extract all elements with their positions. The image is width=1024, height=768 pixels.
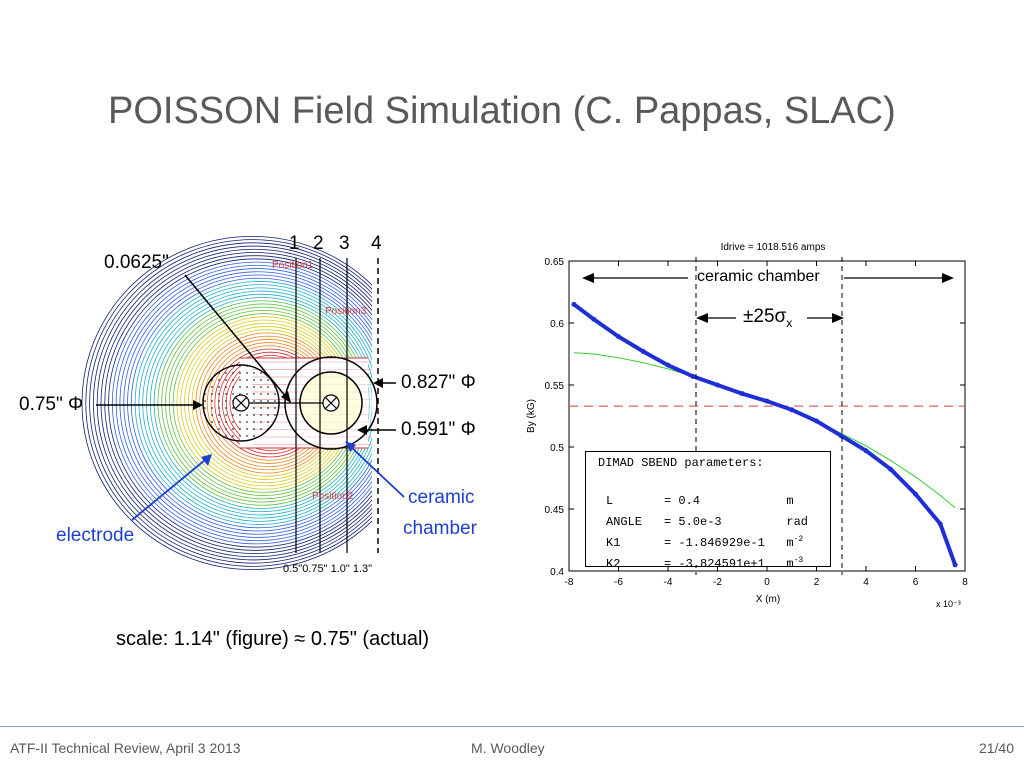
dimad-parameter-box: DIMAD SBEND parameters: L = 0.4 m ANGLE = 5.…	[585, 451, 831, 571]
distance-label: 0.5"	[283, 563, 303, 575]
ceramic-arrow	[351, 447, 405, 498]
thickness-label: 0.0625"	[104, 252, 169, 273]
x-tick-label: 2	[814, 577, 820, 588]
electrode-diameter-label: 0.75" Φ	[19, 394, 84, 415]
sigma-annotation: ±25σx	[743, 306, 792, 330]
by-vs-x-chart: Idrive = 1018.516 amps -8 -6 -4 -2 0 2 4 6 8 0.4 0…	[526, 242, 969, 609]
param-unit-exponent: -3	[793, 556, 804, 565]
position-number-3: 3	[339, 233, 350, 254]
y-tick-label: 0.65	[545, 257, 565, 268]
ceramic-label-line2: chamber	[403, 518, 477, 539]
x-tick-label: 4	[863, 577, 869, 588]
param-value: -3.824591e+1	[678, 557, 765, 571]
footer-author: M. Woodley	[471, 740, 545, 756]
plot-label-position3: Position3	[325, 306, 367, 317]
chart-title: Idrive = 1018.516 amps	[721, 242, 826, 253]
dimad-row: K2 = -3.824591e+1 m-3	[606, 556, 804, 571]
contour-line	[153, 297, 370, 509]
footer-divider	[0, 726, 1024, 727]
data-point	[937, 521, 943, 527]
param-unit: rad	[786, 515, 809, 529]
plot-label-position2: Position2	[312, 491, 354, 502]
axis-ticks: -8 -6 -4 -2 0 2 4 6 8 0.4 0.45 0.5 0.55 0.6 0.65	[545, 257, 969, 588]
param-value: 5.0e-3	[678, 515, 722, 529]
param-name: K1	[606, 536, 621, 550]
distance-label: 1.0"	[330, 563, 350, 575]
electrode-label: electrode	[56, 525, 135, 546]
data-point	[952, 562, 958, 568]
sigma-text: ±25σ	[743, 306, 787, 327]
y-tick-label: 0.6	[550, 319, 564, 330]
y-tick-label: 0.4	[550, 567, 564, 578]
footer-page-number: 21/40	[978, 740, 1014, 756]
x-tick-label: -2	[713, 577, 722, 588]
ceramic-label-line1: ceramic	[408, 487, 475, 508]
dimad-box-title: DIMAD SBEND parameters:	[598, 456, 764, 470]
x-tick-label: -8	[565, 577, 574, 588]
slide-title: POISSON Field Simulation (C. Pappas, SLA…	[108, 90, 896, 132]
data-point	[690, 373, 696, 379]
y-tick-label: 0.5	[550, 443, 564, 454]
param-unit: m	[786, 536, 794, 550]
param-unit: m	[786, 494, 794, 508]
footer-event: ATF-II Technical Review, April 3 2013	[10, 740, 241, 756]
data-point	[913, 491, 918, 497]
data-point	[814, 418, 819, 424]
data-point	[591, 316, 597, 322]
x-tick-label: 8	[962, 577, 968, 588]
distance-label: 1.3"	[352, 563, 373, 575]
data-point	[789, 407, 795, 413]
scale-note: scale: 1.14" (figure) ≈ 0.75" (actual)	[116, 628, 430, 650]
y-tick-label: 0.55	[545, 381, 565, 392]
electrode-arrow	[131, 459, 206, 521]
position-number-2: 2	[313, 233, 324, 254]
field-simulation-figure: Position1 Position3 Position2	[81, 225, 520, 585]
inner-diameter-label: 0.591" Φ	[401, 419, 476, 440]
y-tick-label: 0.45	[545, 505, 565, 516]
param-value: -1.846929e-1	[678, 536, 765, 550]
dimad-rows: L = 0.4 m ANGLE = 5.0e-3 rad K1 = -1.846929e-1 m…	[598, 489, 830, 573]
x-tick-label: -4	[664, 577, 673, 588]
param-value: 0.4	[678, 494, 701, 508]
data-point	[571, 301, 577, 307]
data-point	[715, 382, 720, 388]
sigma-subscript: x	[786, 315, 793, 330]
x-tick-label: 0	[764, 577, 770, 588]
param-name: L	[606, 494, 614, 508]
series-layer	[569, 301, 965, 568]
x-tick-label: -6	[614, 577, 623, 588]
x-tick-label: 6	[913, 577, 919, 588]
data-point	[888, 466, 894, 472]
dimad-row: L = 0.4 m	[606, 494, 794, 508]
data-point	[616, 334, 621, 340]
y-axis-label: By (kG)	[526, 399, 537, 433]
plot-label-position1: Position1	[272, 260, 314, 271]
distance-labels: 0.5"0.75" 1.0" 1.3"	[283, 563, 372, 575]
x-axis-label: X (m)	[756, 594, 780, 605]
param-unit-exponent: -2	[793, 535, 804, 544]
outer-diameter-label: 0.827" Φ	[401, 372, 476, 393]
distance-label: 0.75"	[302, 563, 328, 575]
param-name: K2	[606, 557, 621, 571]
dimad-row: K1 = -1.846929e-1 m-2	[606, 535, 804, 550]
param-unit: m	[786, 557, 794, 571]
x-multiplier: x 10⁻³	[936, 599, 961, 609]
data-point	[640, 349, 646, 355]
ceramic-chamber-annotation: ceramic chamber	[697, 268, 820, 286]
position-number-1: 1	[289, 233, 300, 254]
data-point	[739, 391, 745, 397]
dimad-row: ANGLE = 5.0e-3 rad	[606, 515, 809, 529]
data-point	[665, 362, 671, 368]
position-number-4: 4	[371, 233, 382, 254]
data-point	[764, 398, 770, 404]
data-point	[863, 448, 869, 454]
param-name: ANGLE	[606, 515, 643, 529]
thickness-arrow	[184, 274, 288, 399]
